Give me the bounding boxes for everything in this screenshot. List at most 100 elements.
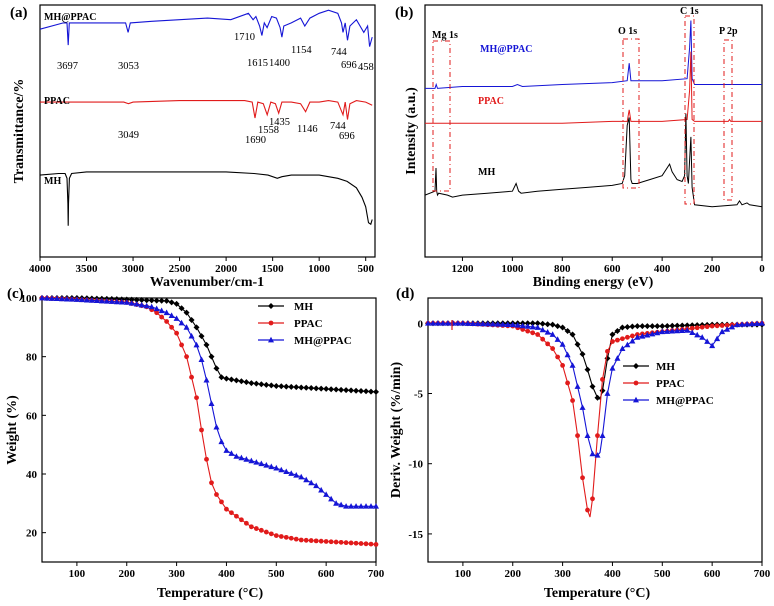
panel-c-xtick-label-400: 400 <box>218 568 235 580</box>
panel-d-point-mh-530 <box>674 322 681 329</box>
panel-d-point-ppac-230 <box>525 328 531 334</box>
panel-c-point-mh-ppac-670 <box>358 503 365 509</box>
panel-d-point-mh-370 <box>594 394 601 401</box>
panel-c-xtick-label-700: 700 <box>368 568 385 580</box>
panel-d-point-mh-ppac-700 <box>759 320 765 326</box>
panel-c-point-mh-590 <box>318 385 325 392</box>
panel-c-point-mh-ppac-510 <box>278 466 285 473</box>
panel-d-point-mh-ppac-620 <box>719 328 726 335</box>
panel-d-point-mh-ppac-550 <box>684 327 691 333</box>
panel-c-point-ppac-700 <box>373 542 379 547</box>
panel-a-ann-696b: 696 <box>339 131 355 142</box>
panel-d-point-ppac-620 <box>719 323 725 328</box>
panel-d-point-ppac-570 <box>694 325 700 331</box>
panel-c-point-mh-ppac-130 <box>88 297 95 303</box>
panel-c-point-mh-570 <box>308 385 315 392</box>
panel-c-point-ppac-390 <box>219 499 224 505</box>
panel-c-point-mh-ppac-360 <box>203 376 210 383</box>
panel-c-point-mh-ppac-320 <box>183 324 190 330</box>
panel-c-point-mh-ppac-80 <box>63 295 70 302</box>
panel-d-xtick-label-300: 300 <box>554 568 571 580</box>
panel-c-point-ppac-280 <box>164 319 170 324</box>
panel-c-point-mh-ppac-410 <box>228 450 235 456</box>
panel-d-legend-mh: MH <box>656 361 675 373</box>
panel-c-point-mh-280 <box>163 297 170 304</box>
panel-d-point-ppac-440 <box>629 333 635 339</box>
panel-c-legend-mh-ppac: MH@PPAC <box>294 335 352 347</box>
panel-d-point-mh-510 <box>664 322 671 329</box>
panel-d-point-mh-ppac-270 <box>544 328 551 335</box>
panel-b-series-label-ppac: PPAC <box>478 96 504 107</box>
panel-a-series-label-ppac: PPAC <box>44 96 70 107</box>
panel-d-point-mh-380 <box>599 387 606 394</box>
panel-c-point-ppac-690 <box>368 541 374 547</box>
panel-c-point-mh-ppac-540 <box>293 471 300 478</box>
panel-d-point-ppac-580 <box>699 324 705 330</box>
panel-a-ylabel: Transmittance/% <box>12 79 27 184</box>
panel-c-point-ppac-320 <box>184 354 189 360</box>
panel-d-xtick-label-200: 200 <box>504 568 521 580</box>
panel-d-point-ppac-240 <box>530 330 536 336</box>
panel-d-point-mh-ppac-390 <box>604 390 611 396</box>
panel-c-point-mh-440 <box>243 379 250 386</box>
panel-a-xtick-label-4000: 4000 <box>29 263 52 275</box>
panel-c-point-mh-ppac-200 <box>123 299 130 305</box>
panel-c-point-ppac-670 <box>358 541 364 546</box>
panel-c-legend-marker-mh <box>268 303 274 309</box>
panel-c-point-mh-510 <box>278 383 285 390</box>
panel-d-point-mh-270 <box>544 321 551 328</box>
panel-c-point-ppac-530 <box>288 535 294 541</box>
panel-b: (b) 1200 1000 800 600 400 200 0 Mg 1s O 1s C 1… <box>395 4 765 290</box>
panel-c-point-mh-ppac-380 <box>213 423 220 430</box>
panel-c-point-ppac-630 <box>338 539 344 545</box>
panel-b-ylabel: Intensity (a.u.) <box>404 87 419 175</box>
panel-d-point-mh-350 <box>584 366 591 373</box>
panel-c-point-mh-350 <box>198 333 205 340</box>
panel-d-xtick-label-600: 600 <box>704 568 721 580</box>
panel-c-legend-marker-mh-ppac <box>268 336 274 343</box>
panel-d-point-mh-ppac-540 <box>679 327 686 333</box>
panel-d-point-mh-ppac-420 <box>619 345 626 351</box>
panel-d-ytick-label-15: -15 <box>408 529 423 541</box>
panel-d-point-mh-ppac-500 <box>659 328 666 335</box>
panel-d-point-ppac-300 <box>560 363 565 368</box>
panel-d-point-mh-280 <box>549 321 556 328</box>
panel-c-point-ppac-370 <box>209 480 214 486</box>
panel-d-point-mh-ppac-150 <box>484 320 491 327</box>
panel-c-point-mh-ppac-30 <box>39 294 45 301</box>
panel-c-point-mh-ppac-520 <box>283 468 290 475</box>
panel-d: (d) 100 200 300 400 500 600 700 0 -5 -10 -15 MH PP… <box>389 286 771 601</box>
panel-d-point-mh-ppac-530 <box>674 327 681 334</box>
panel-a-frame <box>39 4 376 258</box>
panel-c-point-mh-620 <box>333 386 340 393</box>
panel-d-point-mh-ppac-110 <box>464 320 471 326</box>
panel-c-point-mh-ppac-590 <box>318 486 325 493</box>
panel-a-ann-1400: 1400 <box>269 58 290 69</box>
panel-d-point-ppac-410 <box>615 337 620 343</box>
panel-a-series-label-mh: MH <box>44 176 61 187</box>
panel-c-point-mh-550 <box>298 384 305 391</box>
panel-c-point-ppac-260 <box>154 310 160 316</box>
panel-d-point-mh-500 <box>659 323 666 330</box>
panel-c-ytick-label-20: 20 <box>26 528 38 540</box>
panel-c-point-mh-540 <box>293 384 300 391</box>
panel-d-point-mh-ppac-100 <box>459 320 466 326</box>
p2p-highlight-box <box>723 39 733 201</box>
panel-d-point-mh-ppac-250 <box>534 324 541 330</box>
panel-d-point-mh-ppac-490 <box>654 329 661 336</box>
panel-b-xtick-label-1000: 1000 <box>501 263 524 275</box>
panel-c-ytick-label-60: 60 <box>26 410 38 422</box>
panel-d-point-mh-ppac-220 <box>519 322 526 329</box>
panel-c-point-mh-250 <box>148 297 155 304</box>
panel-c-point-ppac-590 <box>318 538 324 544</box>
panel-d-point-mh-410 <box>614 328 621 334</box>
panel-d-point-ppac-270 <box>545 341 551 347</box>
panel-d-point-mh-ppac-120 <box>469 320 476 326</box>
panel-c-point-ppac-510 <box>278 534 284 539</box>
panel-a-ann-696: 696 <box>341 60 357 71</box>
panel-c-point-mh-ppac-160 <box>103 298 110 304</box>
panel-c-point-mh-640 <box>343 387 350 394</box>
panel-c-point-mh-560 <box>303 384 310 391</box>
panel-c-point-ppac-500 <box>273 533 279 538</box>
panel-c-xtick-label-500: 500 <box>268 568 285 580</box>
